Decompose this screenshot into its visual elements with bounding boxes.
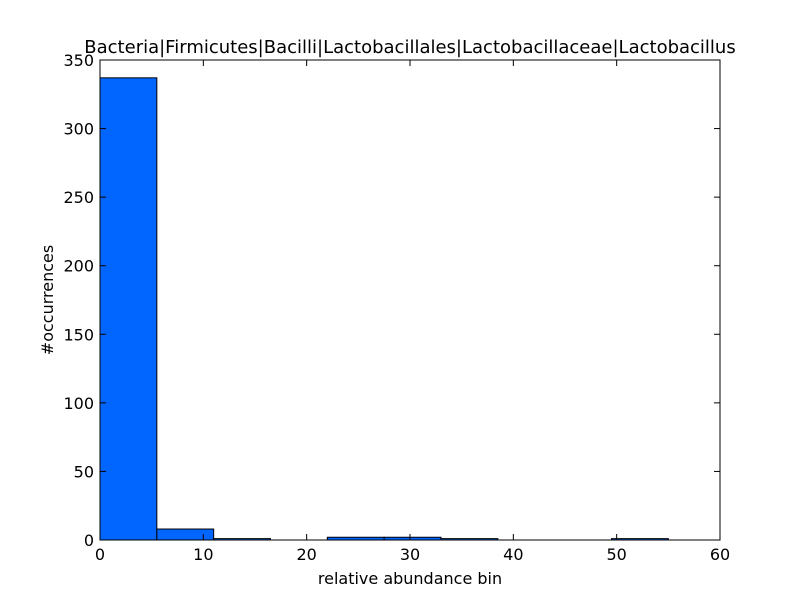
x-tick-label: 0 [95, 545, 105, 564]
y-tick-label: 100 [63, 394, 94, 413]
x-tick-label: 20 [296, 545, 316, 564]
x-tick-label: 30 [400, 545, 420, 564]
x-tick-label: 40 [503, 545, 523, 564]
histogram-bar-0 [99, 77, 158, 541]
bars-group [99, 77, 669, 541]
y-tick-label: 150 [63, 325, 94, 344]
x-tick-label: 50 [606, 545, 626, 564]
plot-frame [99, 59, 721, 541]
y-tick-label: 350 [63, 51, 94, 70]
x-tick-label: 10 [193, 545, 213, 564]
y-tick-label: 0 [84, 531, 94, 550]
x-tick-label: 60 [710, 545, 730, 564]
y-tick-label: 50 [74, 462, 94, 481]
ticks-group: 0 10 20 30 40 50 60 0 50 100 150 200 250 300 350 [63, 51, 730, 564]
chart-title: Bacteria|Firmicutes|Bacilli|Lactobacilla… [84, 37, 735, 58]
histogram-bar-1 [156, 528, 215, 541]
y-axis-label: #occurrences [38, 245, 57, 355]
y-tick-label: 300 [63, 120, 94, 139]
y-tick-label: 200 [63, 257, 94, 276]
y-tick-label: 250 [63, 188, 94, 207]
x-axis-label: relative abundance bin [318, 569, 502, 588]
